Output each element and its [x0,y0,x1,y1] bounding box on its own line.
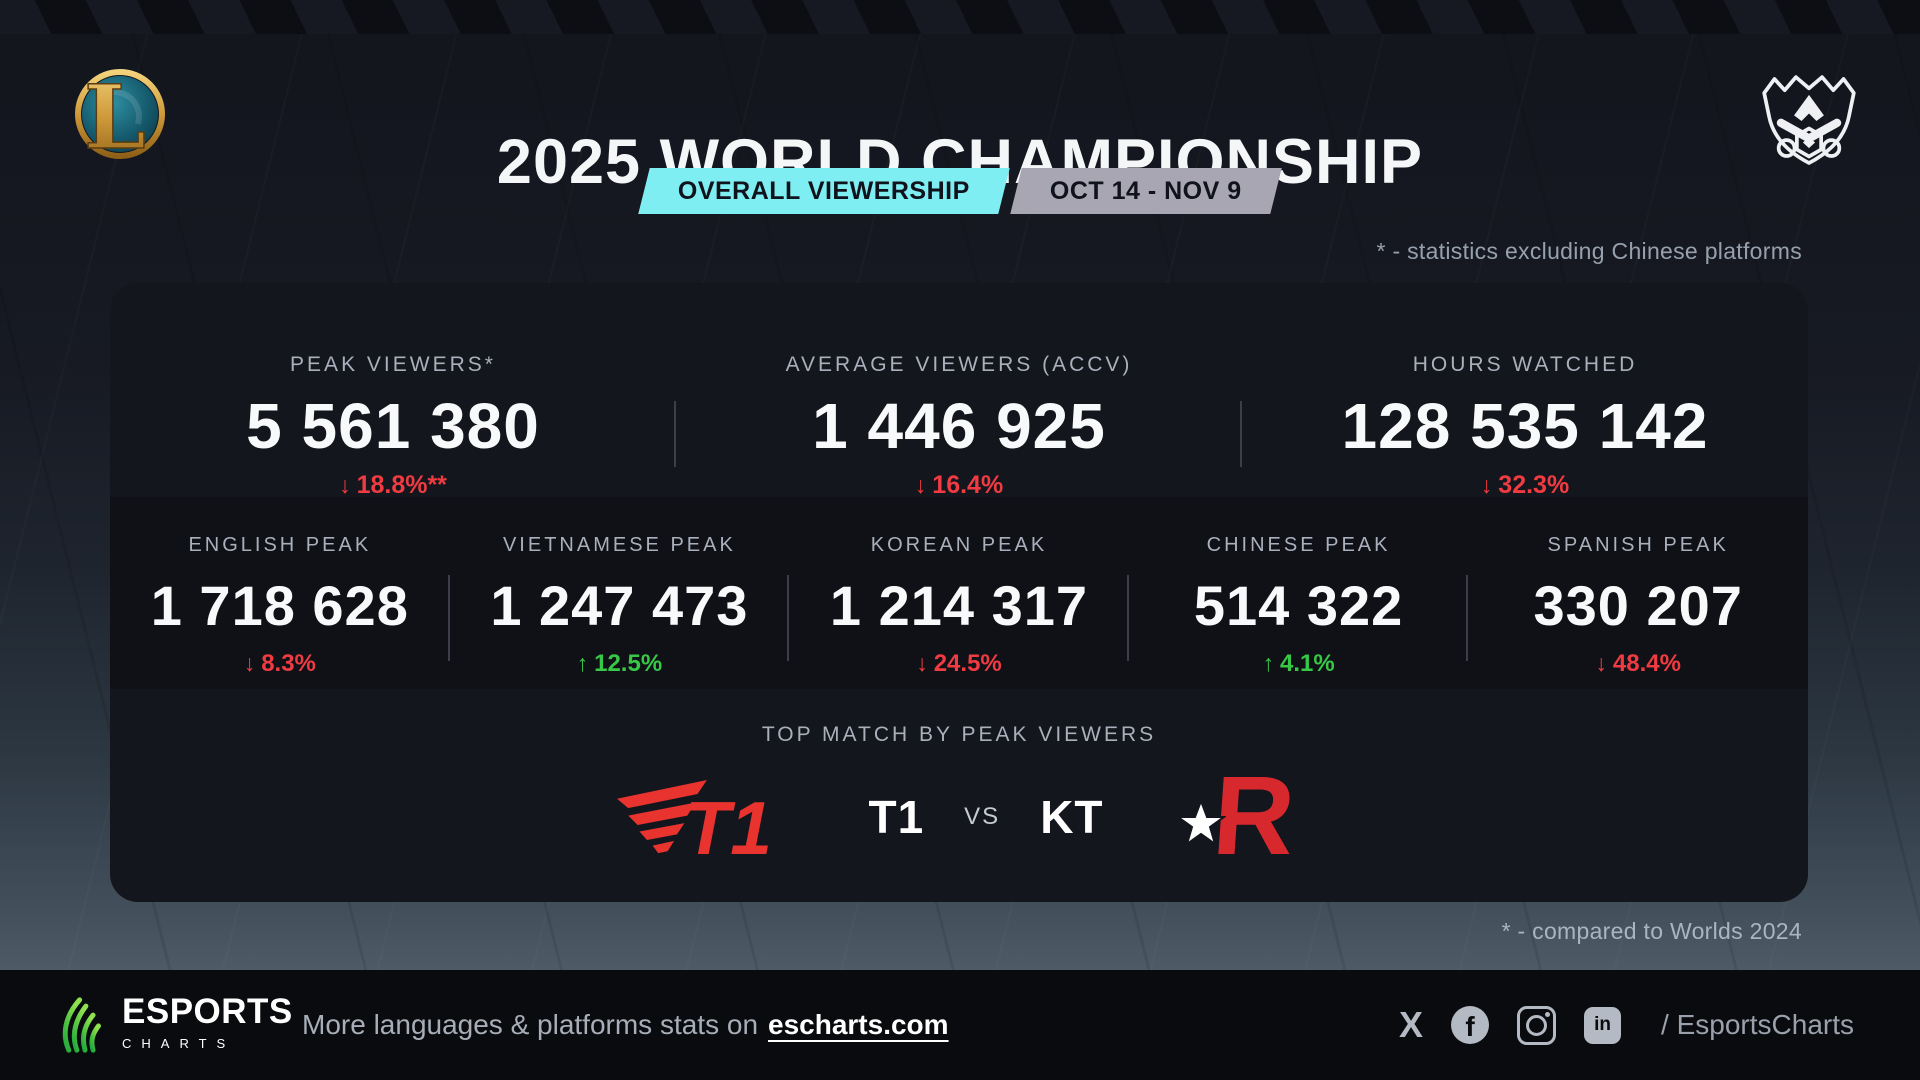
t1-team-logo: T1 [602,772,780,870]
stat-delta: ↓ 32.3% [1242,472,1808,498]
summary-stats-row: PEAK VIEWERS* 5 561 380 ↓ 18.8%** AVERAGE… [110,283,1808,498]
stat-delta: ↑ 4.1% [1129,650,1469,677]
delta-value: 4.1% [1279,650,1335,677]
stat-delta: ↓ 16.4% [676,472,1242,498]
social-handle: / EsportsCharts [1661,1009,1854,1040]
kt-logo-star-icon [1175,799,1226,847]
stat-hours-watched: HOURS WATCHED 128 535 142 ↓ 32.3% [1242,283,1808,498]
stat-label: AVERAGE VIEWERS (ACCV) [785,353,1133,376]
badge-overall-viewership-label: OVERALL VIEWERSHIP [678,176,971,205]
svg-text:T1: T1 [685,786,772,862]
header-badges: OVERALL VIEWERSHIP OCT 14 - NOV 9 [0,168,1920,214]
stat-delta: ↓ 48.4% [1468,650,1808,677]
stat-delta: ↓ 8.3% [110,650,450,677]
stat-delta: ↓ 24.5% [789,650,1129,677]
note-excluding-chinese-platforms: * - statistics excluding Chinese platfor… [1376,238,1802,264]
delta-value: 12.5% [594,650,663,677]
stat-peak-viewers: PEAK VIEWERS* 5 561 380 ↓ 18.8%** [110,283,676,498]
facebook-icon[interactable]: f [1451,1006,1490,1044]
x-twitter-icon[interactable]: X [1399,1004,1424,1045]
footer-message: More languages & platforms stats on esch… [302,970,949,1080]
delta-value: 24.5% [933,650,1002,677]
stat-value: 330 207 [1533,574,1743,637]
top-match-teams: T1 T1 VS KT R [110,753,1808,878]
team2-name: KT [1040,791,1104,843]
down-arrow-icon: ↓ [1480,472,1493,498]
footer-bar: ESPORTS CHARTS More languages & platform… [0,970,1920,1080]
escharts-link[interactable]: escharts.com [768,1009,949,1040]
stat-chinese-peak: CHINESE PEAK 514 322 ↑ 4.1% [1129,497,1469,689]
instagram-dot [1545,1011,1551,1017]
stat-value: 1 446 925 [812,390,1106,462]
esports-charts-wordmark: ESPORTS CHARTS [122,992,293,1052]
top-match-row: TOP MATCH BY PEAK VIEWERS T1 T1 VS [110,689,1808,902]
delta-value: 32.3% [1498,471,1570,499]
stat-label: VIETNAMESE PEAK [502,534,736,556]
down-arrow-icon: ↓ [916,650,928,676]
stat-value: 5 561 380 [246,390,540,462]
linkedin-icon[interactable]: in [1584,1006,1622,1044]
stats-card: PEAK VIEWERS* 5 561 380 ↓ 18.8%** AVERAGE… [110,283,1808,902]
stat-vietnamese-peak: VIETNAMESE PEAK 1 247 473 ↑ 12.5% [450,497,790,689]
stat-label: ENGLISH PEAK [188,534,372,556]
instagram-lens [1526,1014,1548,1036]
footer-message-text: More languages & platforms stats on [302,1009,759,1040]
stat-value: 128 535 142 [1341,390,1709,462]
vs-label: VS [964,803,1001,830]
stat-label: CHINESE PEAK [1206,534,1391,556]
stat-delta: ↓ 18.8%** [110,472,676,498]
team1-name: T1 [868,791,925,843]
svg-text:L: L [84,65,146,169]
stat-korean-peak: KOREAN PEAK 1 214 317 ↓ 24.5% [789,497,1129,689]
top-decorative-band [0,0,1920,34]
delta-value: 48.4% [1612,650,1681,677]
stat-value: 1 214 317 [829,574,1089,637]
brand-esports: ESPORTS [122,992,293,1031]
delta-value: 8.3% [261,650,316,677]
stat-label: PEAK VIEWERS* [290,353,496,376]
down-arrow-icon: ↓ [1595,650,1607,676]
note-compared-to-worlds-2024: * - compared to Worlds 2024 [1501,918,1802,944]
esports-charts-logo-icon [58,991,112,1059]
instagram-icon[interactable] [1517,1005,1557,1045]
worlds-trophy-logo [1753,64,1865,178]
up-arrow-icon: ↑ [576,650,589,676]
stat-value: 514 322 [1193,574,1404,637]
badge-date-range-label: OCT 14 - NOV 9 [1050,176,1242,205]
stat-value: 1 247 473 [490,574,749,637]
stat-average-viewers: AVERAGE VIEWERS (ACCV) 1 446 925 ↓ 16.4% [676,283,1242,498]
footer-social-links: X f in / EsportsCharts [1399,970,1854,1080]
top-match-label: TOP MATCH BY PEAK VIEWERS [761,723,1157,746]
stat-label: KOREAN PEAK [870,534,1048,556]
delta-value: 16.4% [932,471,1004,499]
down-arrow-icon: ↓ [243,650,256,676]
stat-label: HOURS WATCHED [1412,353,1638,376]
stat-spanish-peak: SPANISH PEAK 330 207 ↓ 48.4% [1468,497,1808,689]
language-stats-row: ENGLISH PEAK 1 718 628 ↓ 8.3% VIETNAMESE … [110,497,1808,689]
down-arrow-icon: ↓ [914,472,927,498]
kt-rolster-team-logo: R [1175,753,1316,878]
up-arrow-icon: ↑ [1262,650,1274,676]
badge-date-range: OCT 14 - NOV 9 [1010,168,1282,214]
stat-english-peak: ENGLISH PEAK 1 718 628 ↓ 8.3% [110,497,450,689]
badge-overall-viewership: OVERALL VIEWERSHIP [638,168,1010,214]
stat-value: 1 718 628 [150,574,409,637]
stat-delta: ↑ 12.5% [450,650,790,677]
delta-value: 18.8%** [356,471,447,499]
brand-charts: CHARTS [122,1036,236,1051]
stat-label: SPANISH PEAK [1547,534,1729,556]
league-of-legends-logo: L [58,60,172,170]
down-arrow-icon: ↓ [339,472,351,498]
